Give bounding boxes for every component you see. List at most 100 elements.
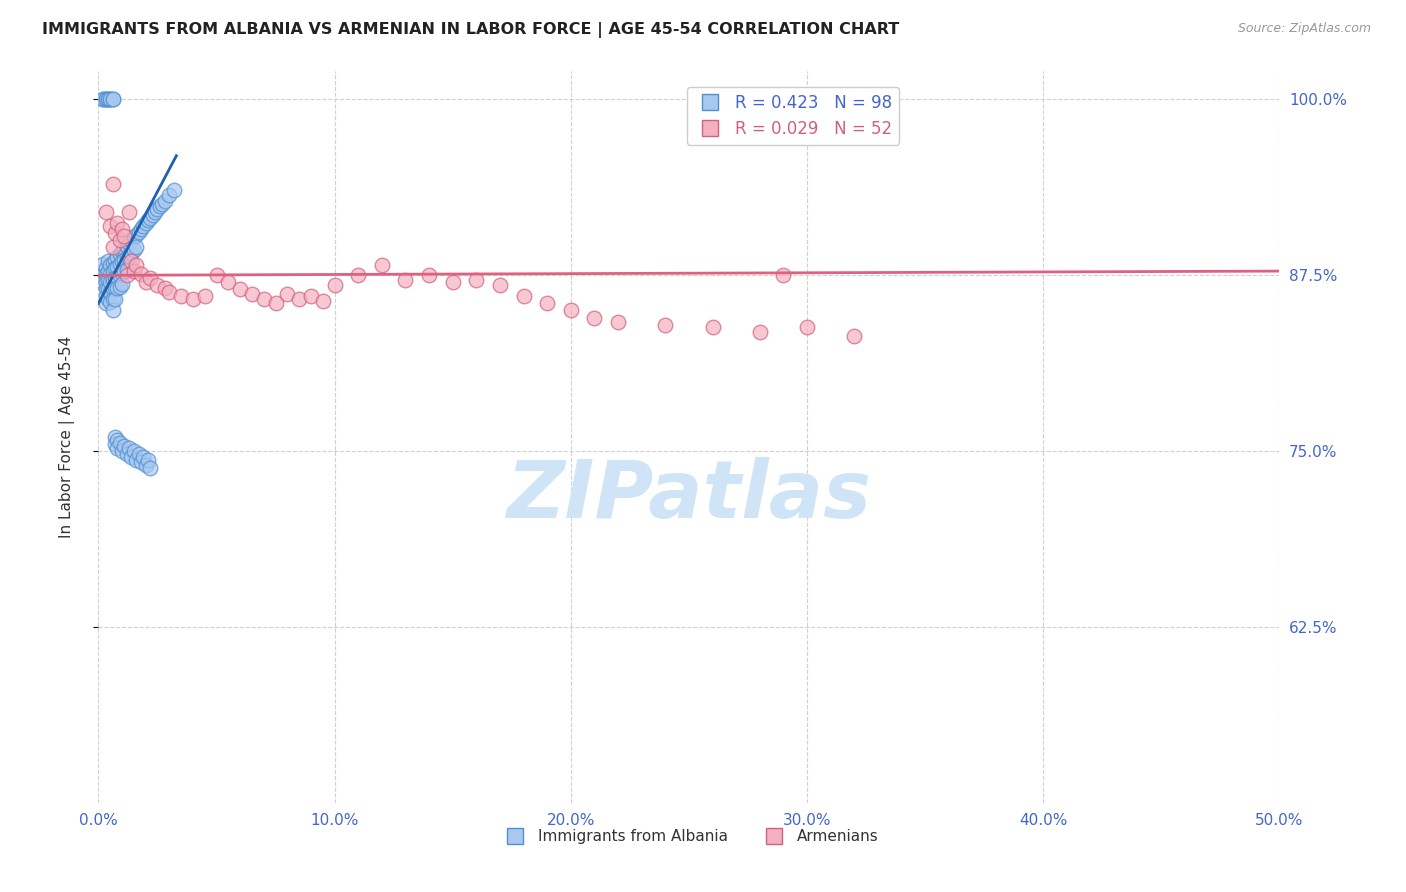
Point xyxy=(240,286,263,301)
Point xyxy=(111,266,134,280)
Point xyxy=(94,282,117,296)
Text: IMMIGRANTS FROM ALBANIA VS ARMENIAN IN LABOR FORCE | AGE 45-54 CORRELATION CHART: IMMIGRANTS FROM ALBANIA VS ARMENIAN IN L… xyxy=(42,22,900,38)
Point xyxy=(560,303,582,318)
Point xyxy=(129,455,152,469)
Point xyxy=(125,227,148,242)
Point xyxy=(94,205,117,219)
Point xyxy=(149,199,172,213)
Point xyxy=(97,292,120,306)
Point xyxy=(153,281,176,295)
Point xyxy=(136,452,159,467)
Point xyxy=(194,289,217,303)
Point xyxy=(125,259,148,273)
Point xyxy=(112,242,135,256)
Point xyxy=(146,278,169,293)
Point xyxy=(512,289,534,303)
Point xyxy=(101,303,124,318)
Point xyxy=(105,250,128,264)
Point xyxy=(91,257,114,271)
Point xyxy=(146,202,169,217)
Point xyxy=(136,213,159,227)
Point xyxy=(97,282,120,296)
Point xyxy=(98,267,121,281)
Point xyxy=(796,320,818,334)
Point xyxy=(104,261,127,276)
Point xyxy=(772,268,794,283)
Point xyxy=(122,230,145,244)
Point xyxy=(702,320,724,334)
Point xyxy=(108,268,131,283)
Point xyxy=(607,315,630,329)
Point xyxy=(98,295,121,310)
Point xyxy=(112,438,135,452)
Point xyxy=(98,259,121,273)
Point xyxy=(115,262,138,277)
Point xyxy=(264,296,287,310)
Point xyxy=(170,289,193,303)
Point xyxy=(97,93,120,107)
Point xyxy=(94,261,117,276)
Point xyxy=(111,254,134,268)
Point xyxy=(112,228,135,243)
Point xyxy=(299,289,322,303)
Point xyxy=(583,310,606,325)
Point xyxy=(101,292,124,306)
Point xyxy=(101,93,124,107)
Point xyxy=(108,247,131,261)
Point xyxy=(97,93,120,107)
Point xyxy=(98,276,121,290)
Point xyxy=(104,226,127,240)
Point xyxy=(122,264,145,278)
Point xyxy=(98,93,121,107)
Point xyxy=(153,194,176,208)
Point xyxy=(101,264,124,278)
Text: Source: ZipAtlas.com: Source: ZipAtlas.com xyxy=(1237,22,1371,36)
Point xyxy=(105,216,128,230)
Point xyxy=(135,458,157,473)
Point xyxy=(122,243,145,257)
Point xyxy=(118,205,141,219)
Point xyxy=(229,282,252,296)
Point xyxy=(157,188,180,202)
Point xyxy=(104,252,127,267)
Point xyxy=(654,318,676,332)
Point xyxy=(139,271,162,285)
Point xyxy=(121,450,143,464)
Point xyxy=(347,268,370,283)
Point xyxy=(441,276,464,290)
Point xyxy=(129,267,152,281)
Point xyxy=(97,272,120,286)
Point xyxy=(276,286,298,301)
Point xyxy=(97,254,120,268)
Point xyxy=(418,268,440,283)
Point xyxy=(97,264,120,278)
Point xyxy=(105,433,128,447)
Point xyxy=(105,442,128,456)
Point xyxy=(101,282,124,296)
Point xyxy=(111,222,134,236)
Point xyxy=(104,271,127,285)
Point xyxy=(91,93,114,107)
Point xyxy=(128,447,150,461)
Point xyxy=(94,296,117,310)
Point xyxy=(122,444,145,458)
Point xyxy=(91,93,114,107)
Point xyxy=(489,278,512,293)
Point xyxy=(139,461,162,475)
Point xyxy=(94,93,117,107)
Point xyxy=(150,196,173,211)
Point xyxy=(181,292,204,306)
Point xyxy=(111,244,134,259)
Point xyxy=(112,264,135,278)
Point xyxy=(118,235,141,250)
Point xyxy=(129,222,152,236)
Point xyxy=(536,296,558,310)
Point xyxy=(748,325,770,339)
Point xyxy=(104,437,127,451)
Point xyxy=(135,216,157,230)
Point xyxy=(118,442,141,456)
Point xyxy=(105,260,128,274)
Point xyxy=(108,233,131,247)
Y-axis label: In Labor Force | Age 45-54: In Labor Force | Age 45-54 xyxy=(59,336,75,538)
Point xyxy=(112,252,135,267)
